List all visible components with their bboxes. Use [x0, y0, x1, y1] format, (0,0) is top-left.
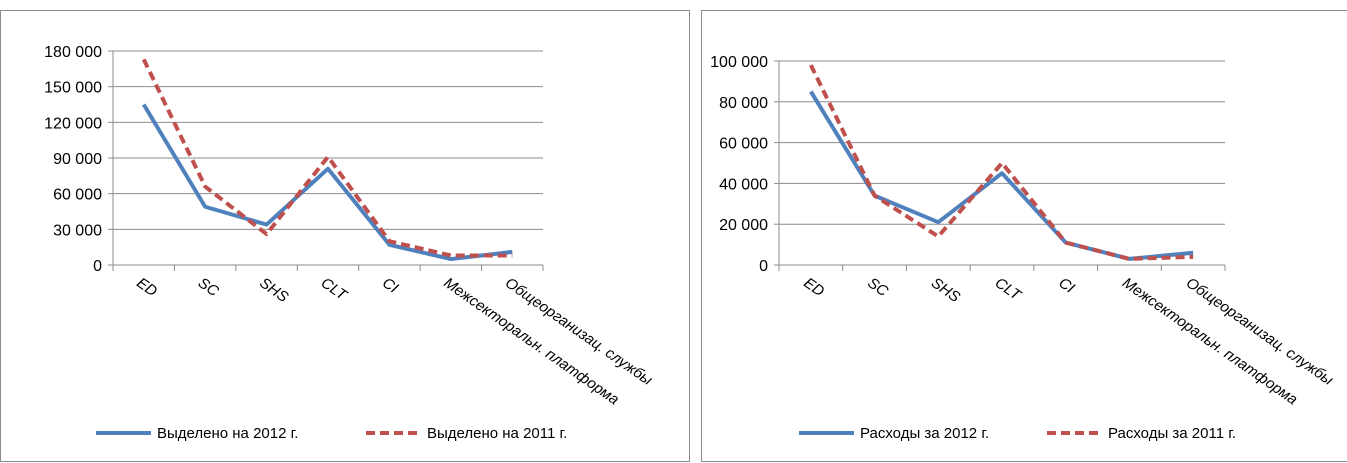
legend-label: Расходы за 2012 г.: [860, 425, 989, 442]
y-tick-label: 120 000: [44, 115, 102, 132]
x-tick-label: SC: [864, 274, 891, 300]
legend-label: Расходы за 2011 г.: [1108, 425, 1236, 442]
expenditures-chart: 0 20 000 40 000 60 000 80 000 100 000 ED SC SHS C…: [710, 54, 1336, 442]
y-tick-label: 90 000: [53, 151, 102, 168]
x-tick-label: CLT: [318, 274, 352, 305]
x-tick-label: CLT: [992, 274, 1026, 305]
legend-label: Выделено на 2012 г.: [157, 425, 298, 442]
y-tick-label: 40 000: [719, 176, 768, 193]
y-tick-label: 80 000: [719, 95, 768, 112]
chart-panel-allocations: 0 30 000 60 000 90 000 120 000 150 000 180 000…: [0, 10, 690, 462]
series-line-2011: [141, 58, 513, 258]
x-tick-label: ED: [801, 274, 828, 300]
y-tick-label: 60 000: [53, 187, 102, 204]
x-tick-label: CI: [379, 274, 401, 297]
y-tick-label: 20 000: [719, 217, 768, 234]
series-line-2012: [809, 90, 1194, 261]
x-tick-label: ED: [133, 274, 160, 300]
x-tick-label: CI: [1055, 274, 1077, 297]
y-tick-label: 100 000: [710, 54, 768, 71]
series-line-2012: [141, 103, 513, 262]
x-tick-label: SHS: [928, 274, 963, 306]
y-tick-label: 0: [759, 258, 768, 275]
legend-label: Выделено на 2011 г.: [427, 425, 567, 442]
y-tick-label: 30 000: [53, 222, 102, 239]
y-tick-label: 180 000: [44, 44, 102, 61]
x-tick-label: SC: [195, 274, 222, 300]
y-tick-label: 60 000: [719, 136, 768, 153]
allocations-chart: 0 30 000 60 000 90 000 120 000 150 000 180 000…: [44, 44, 655, 442]
chart-panel-expenditures: 0 20 000 40 000 60 000 80 000 100 000 ED SC SHS C…: [701, 10, 1347, 462]
y-tick-label: 150 000: [44, 80, 102, 97]
y-tick-label: 0: [93, 258, 102, 275]
x-tick-label: SHS: [256, 274, 291, 306]
series-line-2011: [809, 64, 1194, 261]
